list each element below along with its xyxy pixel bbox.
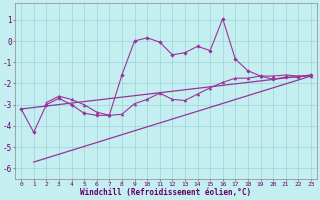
X-axis label: Windchill (Refroidissement éolien,°C): Windchill (Refroidissement éolien,°C) <box>80 188 252 197</box>
